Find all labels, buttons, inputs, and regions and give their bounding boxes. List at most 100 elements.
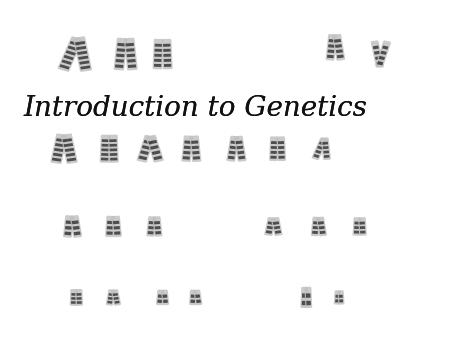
FancyBboxPatch shape	[360, 226, 365, 229]
FancyBboxPatch shape	[183, 156, 190, 160]
FancyBboxPatch shape	[332, 34, 345, 61]
FancyBboxPatch shape	[196, 299, 201, 303]
FancyBboxPatch shape	[270, 151, 277, 154]
FancyBboxPatch shape	[71, 293, 76, 296]
FancyBboxPatch shape	[269, 136, 279, 161]
FancyBboxPatch shape	[146, 216, 156, 237]
FancyBboxPatch shape	[110, 153, 117, 156]
FancyBboxPatch shape	[139, 155, 147, 160]
FancyBboxPatch shape	[144, 140, 152, 145]
FancyBboxPatch shape	[101, 153, 108, 156]
FancyBboxPatch shape	[113, 297, 119, 300]
FancyBboxPatch shape	[162, 39, 173, 69]
Text: Introduction to Genetics: Introduction to Genetics	[23, 95, 367, 122]
FancyBboxPatch shape	[184, 146, 191, 149]
FancyBboxPatch shape	[313, 226, 319, 229]
FancyBboxPatch shape	[375, 41, 391, 68]
FancyBboxPatch shape	[154, 64, 162, 67]
FancyBboxPatch shape	[113, 38, 127, 71]
FancyBboxPatch shape	[77, 301, 82, 304]
FancyBboxPatch shape	[352, 217, 361, 236]
FancyBboxPatch shape	[312, 231, 318, 234]
FancyBboxPatch shape	[189, 290, 197, 305]
FancyBboxPatch shape	[107, 221, 113, 224]
FancyBboxPatch shape	[328, 44, 335, 48]
FancyBboxPatch shape	[105, 216, 115, 237]
FancyBboxPatch shape	[278, 146, 284, 149]
FancyBboxPatch shape	[113, 226, 120, 230]
FancyBboxPatch shape	[238, 156, 245, 160]
FancyBboxPatch shape	[306, 301, 311, 305]
FancyBboxPatch shape	[156, 290, 164, 305]
FancyBboxPatch shape	[264, 217, 276, 236]
FancyBboxPatch shape	[155, 226, 161, 230]
FancyBboxPatch shape	[163, 44, 171, 47]
FancyBboxPatch shape	[59, 64, 70, 70]
FancyBboxPatch shape	[373, 46, 379, 49]
FancyBboxPatch shape	[154, 54, 162, 57]
FancyBboxPatch shape	[328, 50, 334, 53]
FancyBboxPatch shape	[230, 141, 237, 144]
FancyBboxPatch shape	[72, 220, 79, 224]
FancyBboxPatch shape	[191, 294, 195, 298]
FancyBboxPatch shape	[99, 135, 111, 163]
FancyBboxPatch shape	[55, 143, 64, 147]
FancyBboxPatch shape	[337, 55, 344, 58]
FancyBboxPatch shape	[335, 295, 339, 298]
FancyBboxPatch shape	[275, 230, 281, 234]
FancyBboxPatch shape	[62, 59, 72, 65]
FancyBboxPatch shape	[114, 301, 120, 304]
FancyBboxPatch shape	[234, 136, 247, 162]
FancyBboxPatch shape	[380, 51, 387, 55]
FancyBboxPatch shape	[274, 226, 280, 229]
FancyBboxPatch shape	[140, 150, 149, 155]
FancyBboxPatch shape	[150, 145, 159, 150]
FancyBboxPatch shape	[374, 51, 380, 55]
FancyBboxPatch shape	[116, 54, 125, 57]
FancyBboxPatch shape	[238, 151, 244, 154]
FancyBboxPatch shape	[74, 232, 81, 235]
FancyBboxPatch shape	[379, 56, 385, 60]
FancyBboxPatch shape	[108, 293, 114, 296]
FancyBboxPatch shape	[163, 49, 171, 52]
FancyBboxPatch shape	[70, 41, 80, 46]
FancyBboxPatch shape	[161, 290, 169, 305]
FancyBboxPatch shape	[360, 231, 365, 234]
FancyBboxPatch shape	[76, 297, 81, 300]
FancyBboxPatch shape	[153, 39, 164, 69]
FancyBboxPatch shape	[270, 156, 277, 159]
FancyBboxPatch shape	[109, 139, 117, 142]
FancyBboxPatch shape	[191, 140, 198, 144]
FancyBboxPatch shape	[278, 151, 284, 154]
FancyBboxPatch shape	[158, 294, 162, 298]
FancyBboxPatch shape	[53, 153, 62, 157]
FancyBboxPatch shape	[324, 155, 329, 158]
FancyBboxPatch shape	[155, 231, 161, 234]
FancyBboxPatch shape	[192, 151, 199, 154]
FancyBboxPatch shape	[327, 55, 334, 58]
FancyBboxPatch shape	[137, 135, 155, 163]
FancyBboxPatch shape	[336, 49, 343, 53]
FancyBboxPatch shape	[142, 145, 151, 150]
FancyBboxPatch shape	[317, 146, 323, 150]
FancyBboxPatch shape	[116, 59, 124, 63]
FancyBboxPatch shape	[334, 39, 341, 43]
FancyBboxPatch shape	[117, 48, 125, 52]
FancyBboxPatch shape	[162, 294, 167, 298]
FancyBboxPatch shape	[163, 54, 171, 57]
FancyBboxPatch shape	[70, 289, 78, 306]
FancyBboxPatch shape	[66, 50, 76, 55]
FancyBboxPatch shape	[321, 137, 331, 160]
FancyBboxPatch shape	[302, 301, 306, 305]
FancyBboxPatch shape	[110, 158, 117, 161]
FancyBboxPatch shape	[101, 158, 108, 161]
FancyBboxPatch shape	[65, 226, 72, 230]
FancyBboxPatch shape	[75, 41, 85, 45]
FancyBboxPatch shape	[50, 134, 68, 164]
FancyBboxPatch shape	[102, 144, 109, 147]
FancyBboxPatch shape	[124, 38, 138, 71]
FancyBboxPatch shape	[76, 46, 86, 50]
FancyBboxPatch shape	[268, 221, 274, 225]
FancyBboxPatch shape	[382, 46, 388, 50]
FancyBboxPatch shape	[128, 65, 136, 68]
